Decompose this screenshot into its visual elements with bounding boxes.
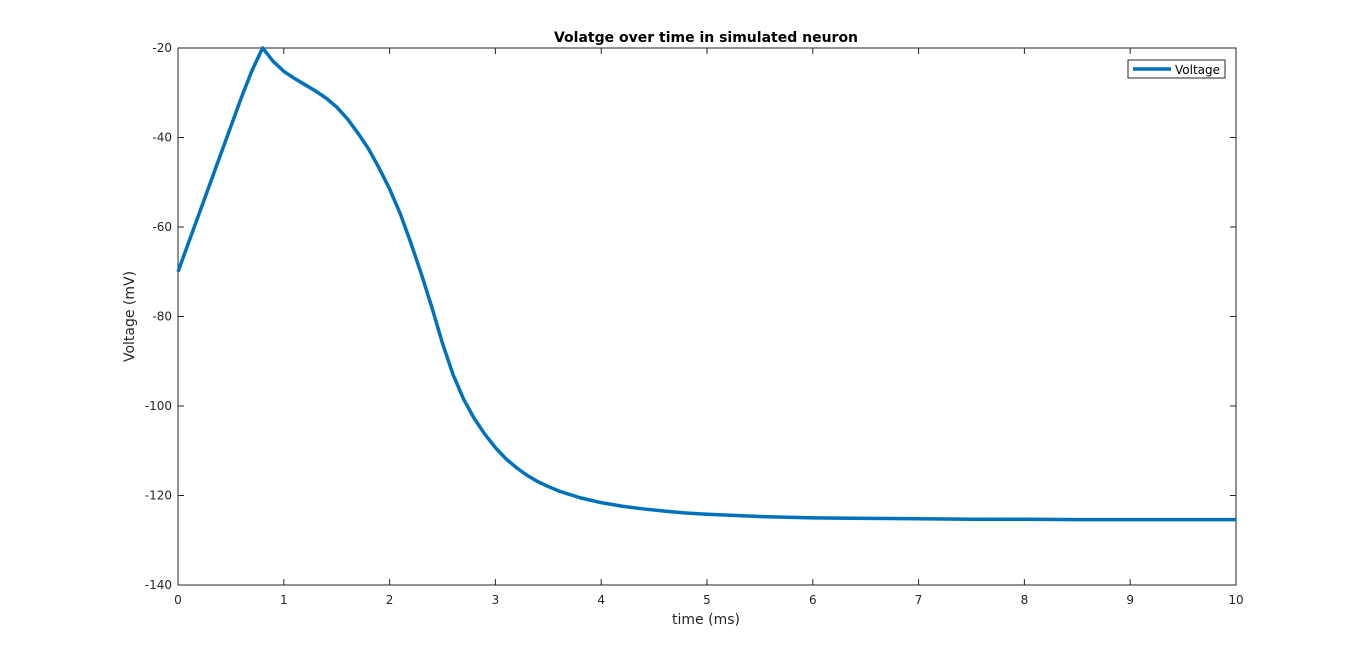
x-tick-label: 10: [1228, 593, 1243, 607]
y-axis-label: Voltage (mV): [122, 271, 138, 362]
x-axis: 0 1 2 3 4 5 6 7 8 9 10: [174, 48, 1244, 607]
y-tick-label: -120: [145, 489, 172, 503]
x-axis-label: time (ms): [672, 612, 740, 628]
y-tick-label: -20: [152, 41, 172, 55]
x-tick-label: 9: [1126, 593, 1134, 607]
x-tick-label: 5: [703, 593, 711, 607]
y-tick-label: -40: [152, 131, 172, 145]
x-tick-label: 7: [915, 593, 923, 607]
y-tick-label: -100: [145, 399, 172, 413]
series-layer: [176, 46, 1236, 522]
plot-area: [177, 47, 1237, 586]
legend: Voltage: [1127, 59, 1226, 79]
y-tick-label: -80: [152, 310, 172, 324]
legend-label: Voltage: [1175, 63, 1220, 77]
chart-title: Volatge over time in simulated neuron: [554, 30, 858, 46]
series-line-voltage: [176, 46, 1236, 522]
x-tick-label: 8: [1021, 593, 1029, 607]
y-tick-label: -60: [152, 220, 172, 234]
x-tick-label: 4: [597, 593, 605, 607]
x-tick-label: 6: [809, 593, 817, 607]
y-tick-label: -140: [145, 578, 172, 592]
y-axis: -140 -120 -100 -80 -60 -40 -20: [145, 41, 1236, 592]
x-tick-label: 3: [492, 593, 500, 607]
x-tick-label: 2: [386, 593, 394, 607]
x-tick-label: 1: [280, 593, 288, 607]
x-tick-label: 0: [174, 593, 182, 607]
legend-box: [1127, 59, 1226, 79]
